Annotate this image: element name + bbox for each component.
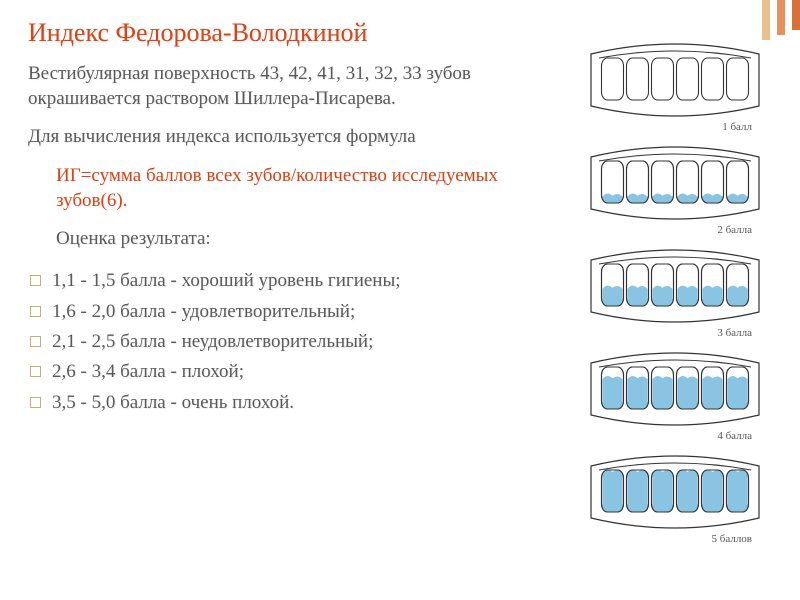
illustration-caption: 5 баллов (560, 533, 790, 545)
formula: ИГ=сумма баллов всех зубов/количество ис… (28, 164, 553, 213)
list-item: 2,1 - 2,5 балла - неудовлетворительный; (30, 327, 553, 357)
list-item: 1,6 - 2,0 балла - удовлетворительный; (30, 297, 553, 327)
illustration-caption: 4 балла (560, 430, 790, 442)
illustration-caption: 3 балла (560, 327, 790, 339)
teeth-illustration: 3 балла (560, 246, 790, 339)
illustration-column: 1 балл 2 балла 3 балла 4 балла 5 баллов (560, 40, 790, 555)
evaluation-label: Оценка результата: (28, 227, 553, 252)
paragraph-2: Для вычисления индекса используется форм… (28, 125, 553, 150)
content-column: Вестибулярная поверхность 43, 42, 41, 31… (28, 62, 553, 418)
illustration-caption: 1 балл (560, 121, 790, 133)
teeth-illustration: 1 балл (560, 40, 790, 133)
slide: Индекс Федорова-Володкиной Вестибулярная… (0, 0, 800, 600)
teeth-illustration: 2 балла (560, 143, 790, 236)
list-item: 2,6 - 3,4 балла - плохой; (30, 357, 553, 387)
list-item: 1,1 - 1,5 балла - хороший уровень гигиен… (30, 266, 553, 296)
illustration-caption: 2 балла (560, 224, 790, 236)
scale-list: 1,1 - 1,5 балла - хороший уровень гигиен… (28, 266, 553, 418)
paragraph-1: Вестибулярная поверхность 43, 42, 41, 31… (28, 62, 553, 111)
teeth-illustration: 5 баллов (560, 452, 790, 545)
list-item: 3,5 - 5,0 балла - очень плохой. (30, 388, 553, 418)
teeth-illustration: 4 балла (560, 349, 790, 442)
